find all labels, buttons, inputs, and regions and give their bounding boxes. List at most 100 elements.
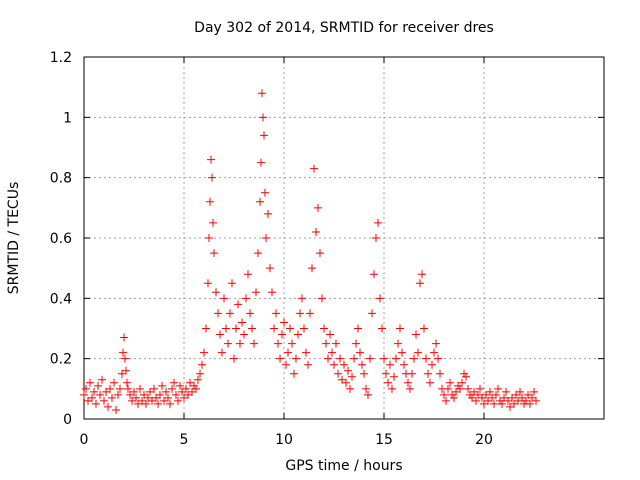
data-point <box>400 360 408 369</box>
data-point <box>278 330 286 339</box>
data-point <box>206 197 214 206</box>
data-point <box>370 270 378 279</box>
data-point <box>82 384 90 393</box>
data-point <box>408 369 416 378</box>
data-point <box>270 324 278 333</box>
data-point <box>378 324 386 333</box>
data-point <box>326 330 334 339</box>
data-point <box>252 288 260 297</box>
data-point <box>316 249 324 258</box>
data-point <box>492 390 500 399</box>
data-point <box>174 396 182 405</box>
data-point <box>398 348 406 357</box>
data-point <box>372 234 380 242</box>
data-point <box>274 339 282 348</box>
data-point <box>90 387 98 396</box>
y-tick-label: 0 <box>63 412 72 428</box>
data-point <box>314 203 322 212</box>
data-point <box>340 360 348 369</box>
data-point <box>205 234 213 242</box>
data-point <box>388 384 396 393</box>
data-point <box>456 384 464 393</box>
data-point <box>222 324 230 333</box>
data-point <box>396 324 404 333</box>
data-point <box>328 348 336 357</box>
data-point <box>332 339 340 348</box>
data-point <box>420 324 428 333</box>
data-point <box>330 360 338 369</box>
data-point <box>306 309 314 318</box>
data-point <box>172 390 180 399</box>
data-point <box>312 227 320 236</box>
x-tick-label: 20 <box>475 432 493 448</box>
data-point <box>226 309 234 318</box>
y-tick-label: 0.2 <box>50 352 72 368</box>
data-point <box>209 218 217 227</box>
data-point <box>218 348 226 357</box>
data-point <box>88 393 96 402</box>
data-point <box>116 384 124 393</box>
data-point <box>336 354 344 363</box>
data-point <box>406 384 414 393</box>
data-point <box>162 387 170 396</box>
data-point <box>246 309 254 318</box>
data-point <box>434 354 442 363</box>
data-point <box>256 197 264 206</box>
data-point <box>322 339 330 348</box>
data-point <box>444 384 452 393</box>
data-point <box>236 339 244 348</box>
data-point <box>386 360 394 369</box>
data-point <box>132 393 140 402</box>
data-point <box>296 309 304 318</box>
data-point <box>204 279 212 288</box>
data-point <box>130 387 138 396</box>
data-point <box>288 339 296 348</box>
data-point <box>207 155 215 164</box>
data-point <box>268 288 276 297</box>
data-point <box>384 378 392 387</box>
data-point <box>114 390 122 399</box>
x-axis-label: GPS time / hours <box>285 458 402 474</box>
data-point <box>94 381 102 390</box>
data-point <box>202 324 210 333</box>
data-point <box>462 372 470 381</box>
data-point <box>348 372 356 381</box>
data-point <box>430 348 438 357</box>
data-point <box>248 324 256 333</box>
data-point <box>458 378 466 387</box>
data-point <box>182 384 190 393</box>
data-point <box>324 354 332 363</box>
data-point <box>310 164 318 173</box>
y-tick-label: 0.4 <box>50 291 72 307</box>
data-point <box>410 354 418 363</box>
data-point <box>286 324 294 333</box>
data-point <box>254 249 262 258</box>
data-point <box>238 318 246 327</box>
data-point <box>198 360 206 369</box>
data-point <box>368 309 376 318</box>
y-axis-label: SRMTID / TECUs <box>6 182 22 295</box>
data-point <box>100 396 108 405</box>
data-point <box>422 354 430 363</box>
data-point <box>261 188 269 197</box>
data-point <box>476 384 484 393</box>
data-point <box>464 384 472 393</box>
data-point <box>166 399 174 408</box>
data-point <box>298 294 306 303</box>
data-point <box>110 378 118 387</box>
data-point <box>320 324 328 333</box>
data-point <box>428 360 436 369</box>
x-tick-label: 5 <box>180 432 189 448</box>
data-point <box>86 378 94 387</box>
data-point <box>136 384 144 393</box>
y-tick-label: 0.8 <box>50 171 72 187</box>
data-point <box>498 399 506 408</box>
data-point <box>300 324 308 333</box>
data-point <box>121 354 129 363</box>
data-point <box>366 354 374 363</box>
data-point <box>194 375 202 384</box>
data-point <box>108 393 116 402</box>
data-point <box>264 209 272 218</box>
data-point <box>416 279 424 288</box>
data-point <box>142 399 150 408</box>
